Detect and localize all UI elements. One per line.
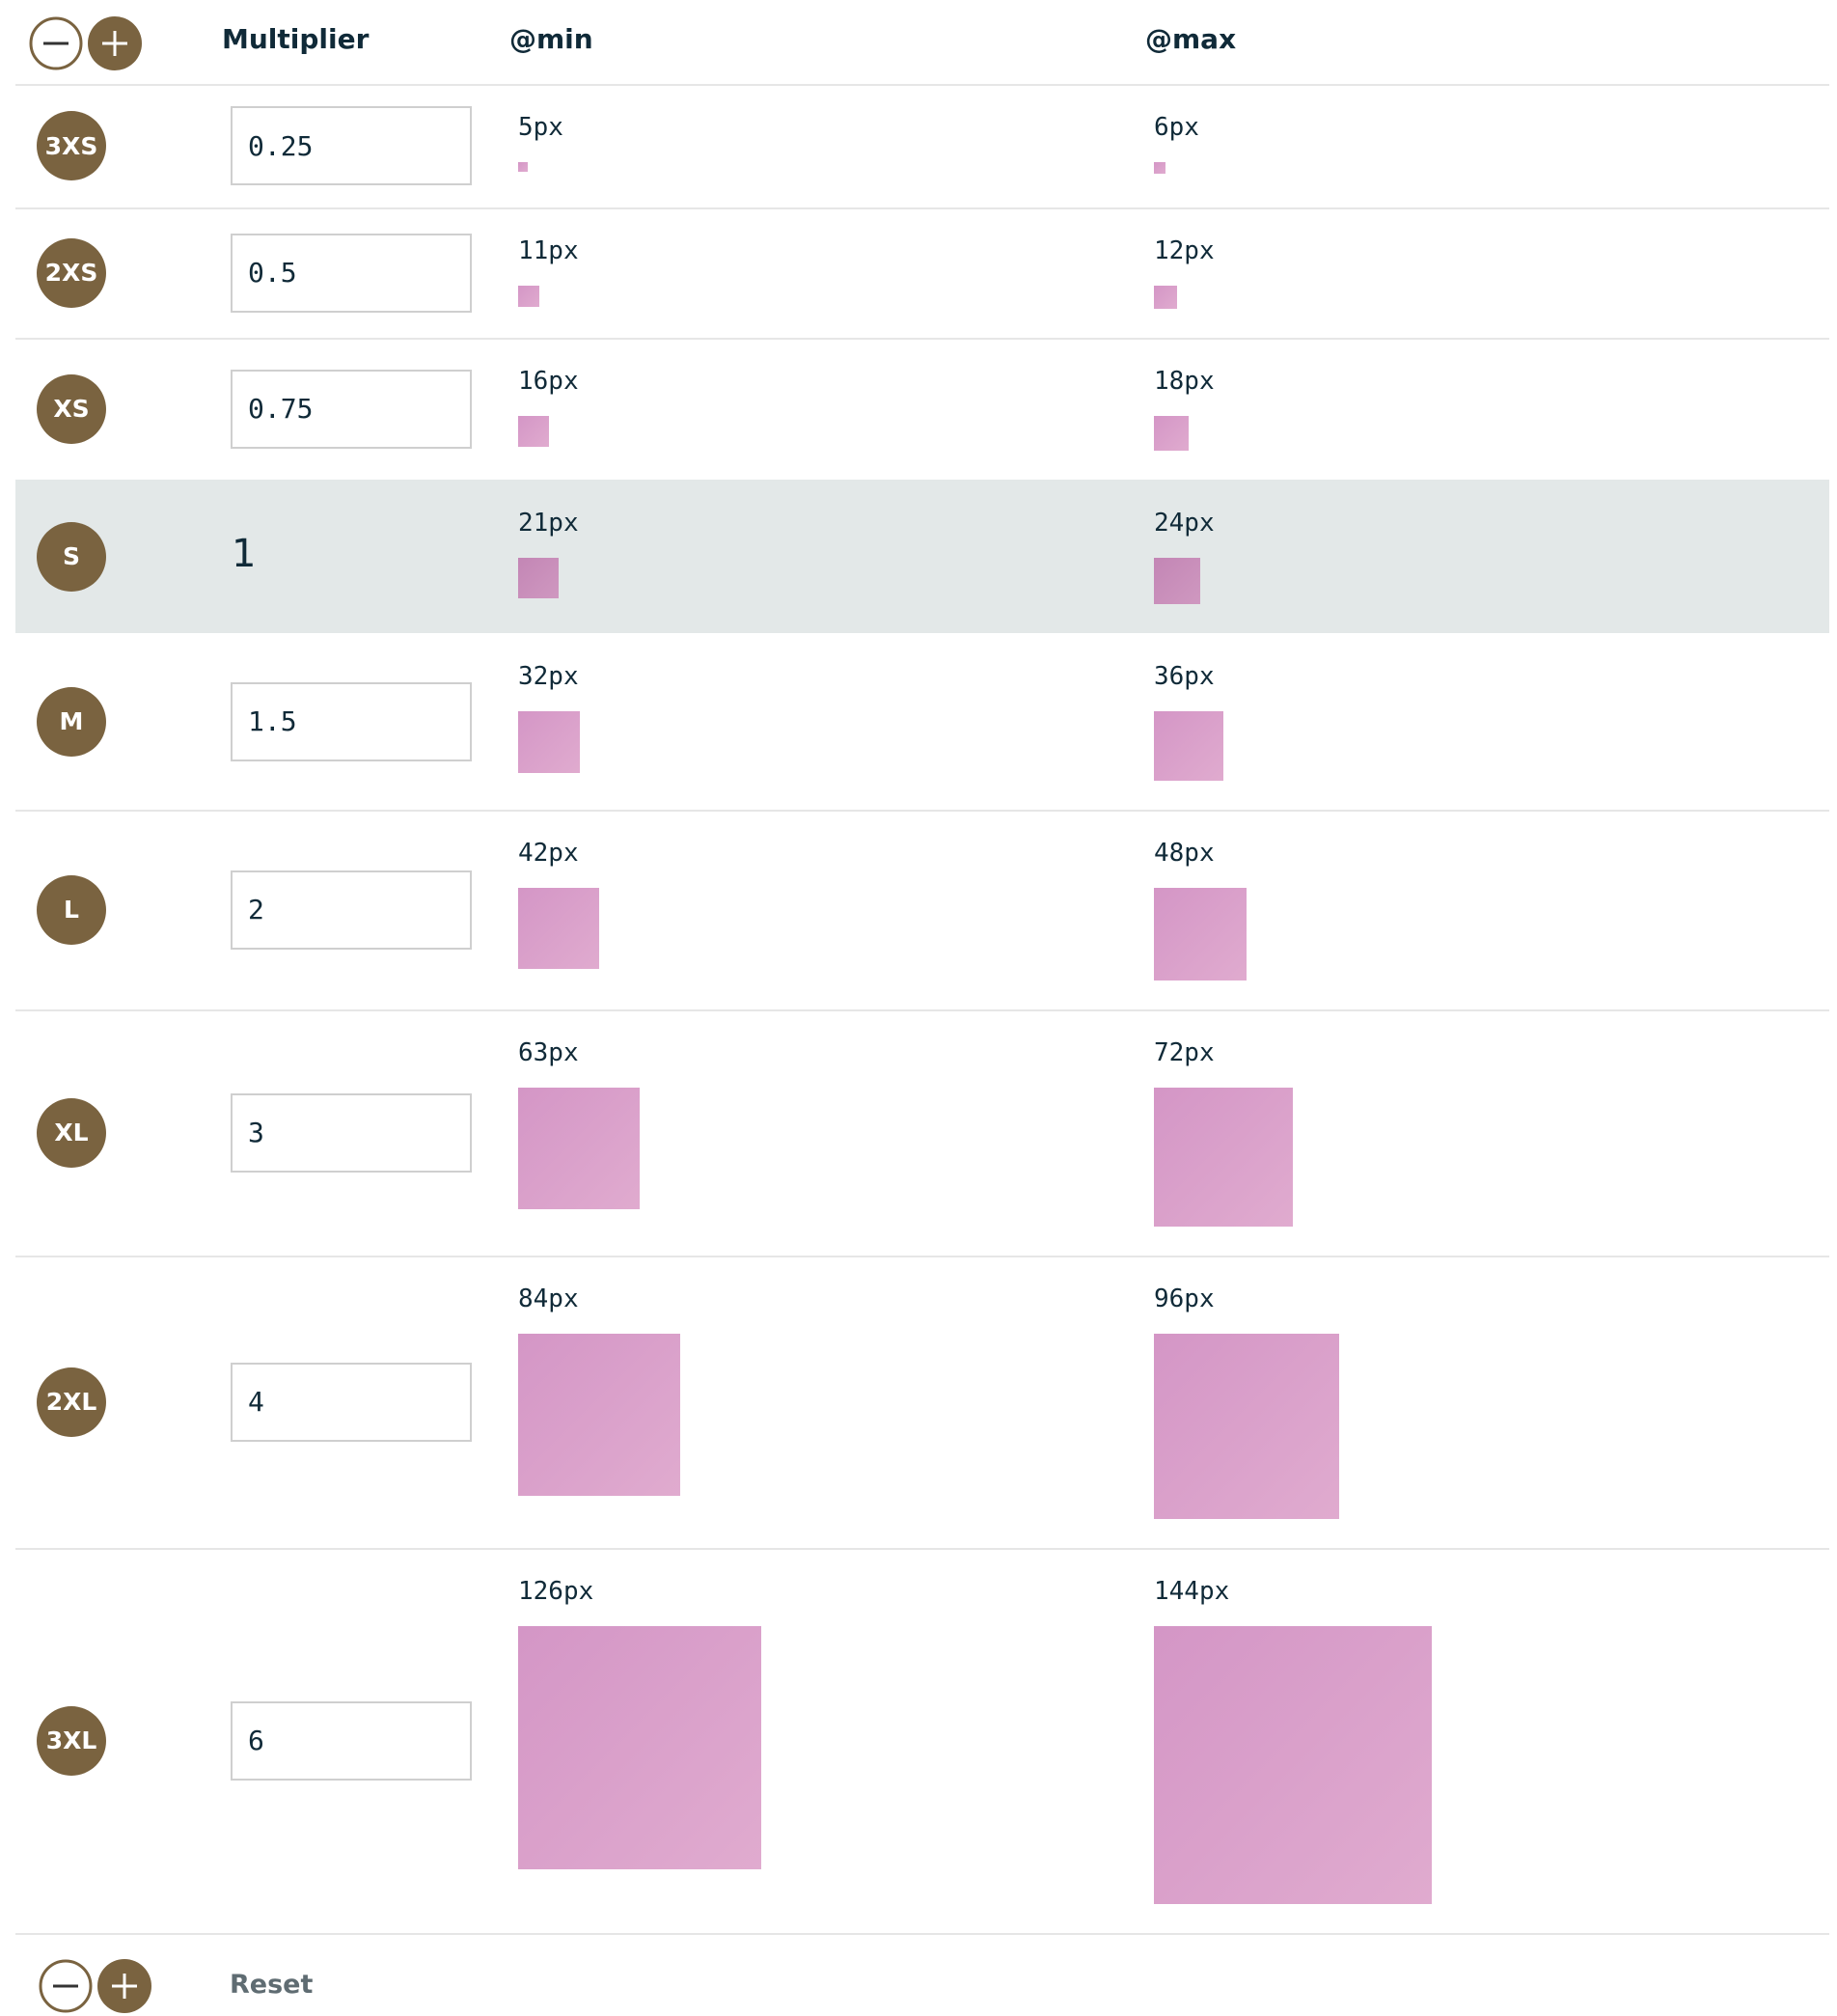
multiplier-value: 0.5 (248, 257, 297, 289)
divider (15, 1256, 1829, 1257)
multiplier-input[interactable]: 0.75 (231, 369, 472, 449)
min-label: 5px (518, 113, 563, 142)
max-label: 24px (1154, 509, 1215, 538)
min-label: 11px (518, 236, 579, 265)
max-swatch (1154, 286, 1177, 309)
header-multiplier: Multiplier (222, 23, 370, 55)
max-label: 144px (1154, 1577, 1230, 1606)
min-swatch (518, 416, 549, 447)
add-button[interactable] (97, 1959, 151, 2013)
row: XS 0.75 16px 18px (15, 338, 1829, 480)
row: 3XS 0.25 5px 6px (15, 84, 1829, 207)
divider (15, 207, 1829, 209)
min-label: 32px (518, 662, 579, 691)
max-label: 96px (1154, 1284, 1215, 1313)
row: M 1.5 32px 36px (15, 633, 1829, 810)
max-label: 48px (1154, 839, 1215, 868)
max-swatch (1154, 558, 1200, 604)
min-label: 16px (518, 367, 579, 396)
row: XL 3 63px 72px (15, 1009, 1829, 1256)
max-swatch (1154, 162, 1165, 174)
divider (15, 1548, 1829, 1550)
multiplier-value: 2 (248, 894, 264, 925)
max-label: 18px (1154, 367, 1215, 396)
max-swatch (1154, 1088, 1293, 1227)
min-label: 126px (518, 1577, 594, 1606)
header-max: @max (1145, 23, 1237, 55)
min-swatch (518, 711, 580, 773)
max-label: 12px (1154, 236, 1215, 265)
multiplier-value: 3 (248, 1117, 264, 1148)
divider (15, 84, 1829, 86)
multiplier-value: 0.75 (248, 393, 314, 425)
size-badge: 3XL (37, 1705, 106, 1776)
multiplier-value: 0.25 (248, 129, 314, 162)
divider (15, 338, 1829, 340)
row: 2XL 4 84px 96px (15, 1256, 1829, 1548)
divider (15, 1009, 1829, 1011)
size-badge: 2XS (37, 237, 106, 308)
min-label: 63px (518, 1038, 579, 1067)
row: 2XS 0.5 11px 12px (15, 207, 1829, 338)
row: S 1 21px 24px (15, 480, 1829, 633)
max-swatch (1154, 1626, 1432, 1904)
multiplier-value: 6 (248, 1725, 264, 1756)
size-badge: 2XL (37, 1367, 106, 1437)
max-label: 6px (1154, 113, 1199, 142)
multiplier-input[interactable]: 1.5 (231, 681, 472, 761)
divider (15, 1933, 1829, 1935)
max-label: 72px (1154, 1038, 1215, 1067)
size-badge: L (37, 874, 106, 945)
max-swatch (1154, 416, 1189, 451)
min-label: 84px (518, 1284, 579, 1313)
min-swatch (518, 162, 528, 172)
max-label: 36px (1154, 662, 1215, 691)
size-badge: 3XS (37, 111, 106, 180)
multiplier-input[interactable]: 0.25 (231, 106, 472, 185)
header-min: @min (509, 23, 593, 55)
reset-button[interactable]: Reset (230, 1970, 314, 2000)
size-badge: M (37, 686, 106, 757)
multiplier-value: 1.5 (248, 705, 297, 737)
multiplier-input[interactable]: 3 (231, 1092, 472, 1173)
multiplier-input[interactable]: 0.5 (231, 233, 472, 313)
max-swatch (1154, 711, 1223, 781)
remove-button[interactable] (39, 1959, 93, 2013)
row-buttons (29, 16, 142, 70)
min-swatch (518, 1626, 761, 1869)
max-swatch (1154, 1334, 1339, 1519)
min-swatch (518, 558, 559, 598)
multiplier-input[interactable]: 4 (231, 1362, 472, 1442)
min-label: 21px (518, 509, 579, 538)
size-badge: XL (37, 1097, 106, 1168)
size-badge: S (37, 521, 106, 592)
footer-buttons (39, 1959, 151, 2013)
min-swatch (518, 1334, 680, 1496)
min-swatch (518, 888, 599, 969)
row: L 2 42px 48px (15, 810, 1829, 1009)
max-swatch (1154, 888, 1247, 980)
size-badge: XS (37, 373, 106, 444)
min-swatch (518, 286, 539, 307)
multiplier-input[interactable]: 6 (231, 1700, 472, 1781)
add-button[interactable] (88, 16, 142, 70)
row: 3XL 6 126px 144px (15, 1548, 1829, 1933)
remove-button[interactable] (29, 16, 83, 70)
multiplier-text: 1 (232, 531, 257, 576)
min-label: 42px (518, 839, 579, 868)
divider (15, 810, 1829, 812)
min-swatch (518, 1088, 640, 1209)
multiplier-value: 4 (248, 1386, 264, 1418)
multiplier-input[interactable]: 2 (231, 870, 472, 950)
